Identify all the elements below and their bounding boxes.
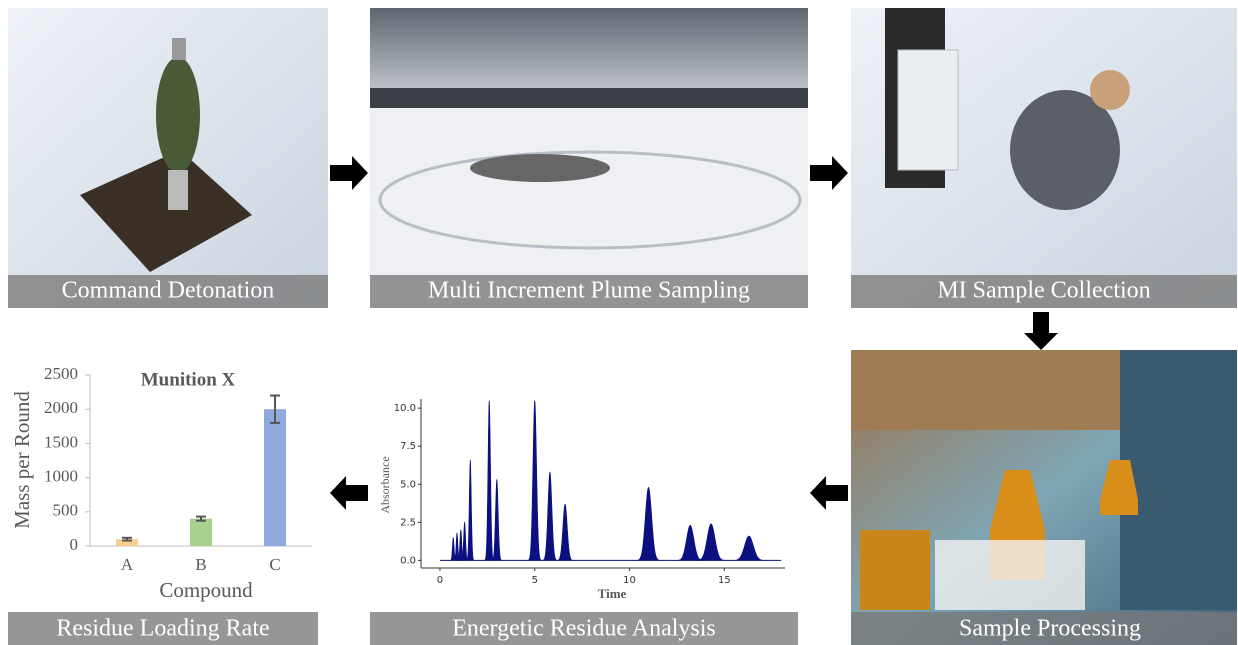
- arrow-right: [810, 156, 848, 190]
- chart-title: Munition X: [141, 369, 236, 390]
- x-tick-label: 10: [623, 575, 636, 586]
- panel-label: Residue Loading Rate: [56, 616, 269, 642]
- x-tick-label: 0: [437, 575, 443, 586]
- arrow-left: [330, 476, 368, 510]
- peak: [676, 525, 705, 560]
- y-tick-label: 1000: [44, 467, 78, 486]
- peak: [636, 487, 661, 560]
- x-tick-label: C: [269, 555, 280, 574]
- y-tick-label: 2500: [44, 364, 78, 383]
- y-tick-label: 10.0: [394, 403, 416, 414]
- x-tick-label: A: [121, 555, 134, 574]
- bar: [190, 519, 212, 546]
- arrow-right: [330, 156, 368, 190]
- peak: [731, 536, 766, 560]
- photo-sample-collection: [851, 8, 1237, 308]
- photo-detonation: [8, 8, 328, 308]
- panel-label: Command Detonation: [62, 278, 275, 304]
- peak: [466, 460, 474, 560]
- x-tick-label: 5: [532, 575, 538, 586]
- bar: [264, 409, 286, 546]
- y-tick-label: 7.5: [400, 441, 416, 452]
- peak: [491, 480, 502, 561]
- panel-label: Multi Increment Plume Sampling: [428, 278, 750, 304]
- x-axis-label: Compound: [159, 578, 253, 602]
- y-tick-label: 0: [70, 535, 79, 554]
- workflow-figure: Munition XMass per RoundCompound05001000…: [0, 0, 1238, 645]
- y-axis-label: Mass per Round: [10, 391, 34, 529]
- y-axis-label: Absorbance: [378, 456, 392, 513]
- photo-sample-processing: [851, 350, 1237, 645]
- x-axis-label: Time: [598, 586, 627, 601]
- x-tick-label: 15: [718, 575, 731, 586]
- peak: [542, 472, 558, 560]
- peak: [484, 401, 494, 561]
- peak: [528, 401, 542, 561]
- panel-label: Sample Processing: [959, 616, 1141, 642]
- y-tick-label: 1500: [44, 432, 78, 451]
- photo-plume-sampling: [370, 8, 808, 308]
- peak: [695, 524, 726, 561]
- panel-label: MI Sample Collection: [937, 278, 1150, 304]
- arrow-down: [1024, 312, 1058, 350]
- y-tick-label: 500: [53, 501, 79, 520]
- arrow-left: [810, 476, 848, 510]
- y-tick-label: 5.0: [400, 479, 416, 490]
- y-tick-label: 2000: [44, 398, 78, 417]
- y-tick-label: 2.5: [400, 517, 416, 528]
- y-tick-label: 0.0: [400, 555, 416, 566]
- peak: [556, 504, 573, 560]
- panel-label: Energetic Residue Analysis: [452, 616, 716, 642]
- x-tick-label: B: [195, 555, 206, 574]
